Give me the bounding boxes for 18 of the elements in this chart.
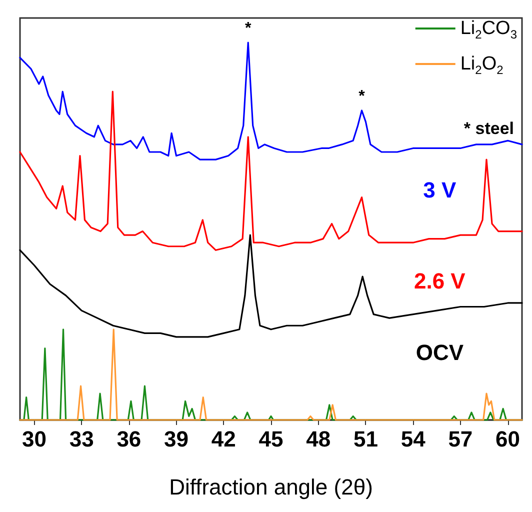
x-tick-label: 30: [22, 426, 46, 452]
x-tick-label: 36: [116, 426, 142, 452]
annotation: * steel: [464, 119, 514, 138]
x-tick-label: 57: [448, 426, 473, 452]
annotation: *: [244, 20, 252, 38]
x-tick-label: 54: [400, 426, 426, 452]
annotation: *: [358, 88, 366, 105]
x-tick-label: 48: [306, 426, 331, 452]
series-label: 3 V: [423, 178, 457, 203]
x-tick-label: 42: [211, 426, 236, 452]
series-label: OCV: [416, 340, 464, 366]
series-label: 2.6 V: [414, 268, 466, 294]
x-tick-label: 45: [258, 426, 284, 452]
x-tick-label: 33: [69, 426, 94, 452]
x-tick-label: 60: [496, 426, 520, 452]
x-tick-label: 39: [164, 426, 189, 452]
x-axis-title: Diffraction angle (2θ): [169, 474, 373, 500]
x-tick-label: 51: [353, 426, 378, 452]
